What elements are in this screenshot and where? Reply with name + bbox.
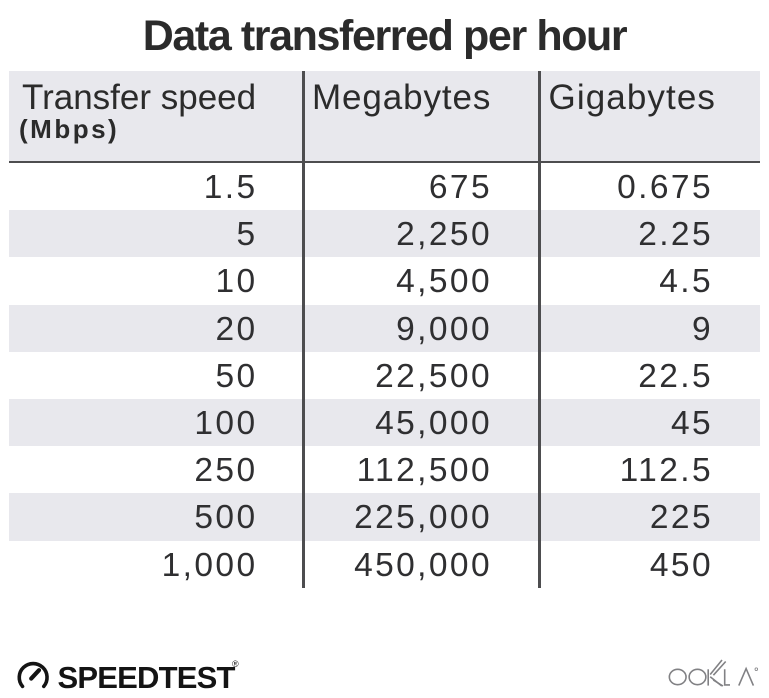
svg-text:SPEEDTEST: SPEEDTEST: [58, 660, 236, 695]
svg-text:®: ®: [232, 659, 239, 669]
